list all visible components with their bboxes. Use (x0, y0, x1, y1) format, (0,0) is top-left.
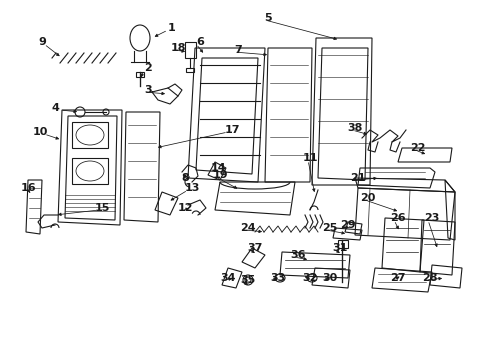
Text: 22: 22 (409, 143, 425, 153)
Text: 33: 33 (270, 273, 285, 283)
Text: 3: 3 (144, 85, 151, 95)
Text: 14: 14 (210, 163, 225, 173)
Text: 18: 18 (170, 43, 185, 53)
Text: 12: 12 (177, 203, 192, 213)
Text: 29: 29 (340, 220, 355, 230)
Bar (185, 68, 194, 72)
Text: 15: 15 (94, 203, 109, 213)
Text: 8: 8 (181, 173, 188, 183)
Text: 10: 10 (32, 127, 48, 137)
Text: 35: 35 (240, 275, 255, 285)
Text: 16: 16 (20, 183, 36, 193)
Text: 5: 5 (264, 13, 271, 23)
Text: 37: 37 (247, 243, 262, 253)
Text: 25: 25 (322, 223, 337, 233)
Text: 4: 4 (51, 103, 59, 113)
Text: 21: 21 (349, 173, 365, 183)
Text: 7: 7 (234, 45, 242, 55)
Text: 26: 26 (389, 213, 405, 223)
Text: 32: 32 (302, 273, 317, 283)
Text: 13: 13 (184, 183, 199, 193)
Text: 23: 23 (424, 213, 439, 223)
Text: 31: 31 (332, 243, 347, 253)
Text: 2: 2 (144, 63, 152, 73)
Text: 1: 1 (168, 23, 176, 33)
Text: 24: 24 (240, 223, 255, 233)
Text: 19: 19 (212, 170, 227, 180)
Text: 20: 20 (360, 193, 375, 203)
Bar (136, 72, 143, 77)
Text: 11: 11 (302, 153, 317, 163)
Text: 9: 9 (38, 37, 46, 47)
Text: 30: 30 (322, 273, 337, 283)
Text: 36: 36 (290, 250, 305, 260)
Text: 27: 27 (389, 273, 405, 283)
Text: 38: 38 (346, 123, 362, 133)
Text: 17: 17 (224, 125, 239, 135)
Text: 28: 28 (421, 273, 437, 283)
Text: 34: 34 (220, 273, 235, 283)
Text: 6: 6 (196, 37, 203, 47)
